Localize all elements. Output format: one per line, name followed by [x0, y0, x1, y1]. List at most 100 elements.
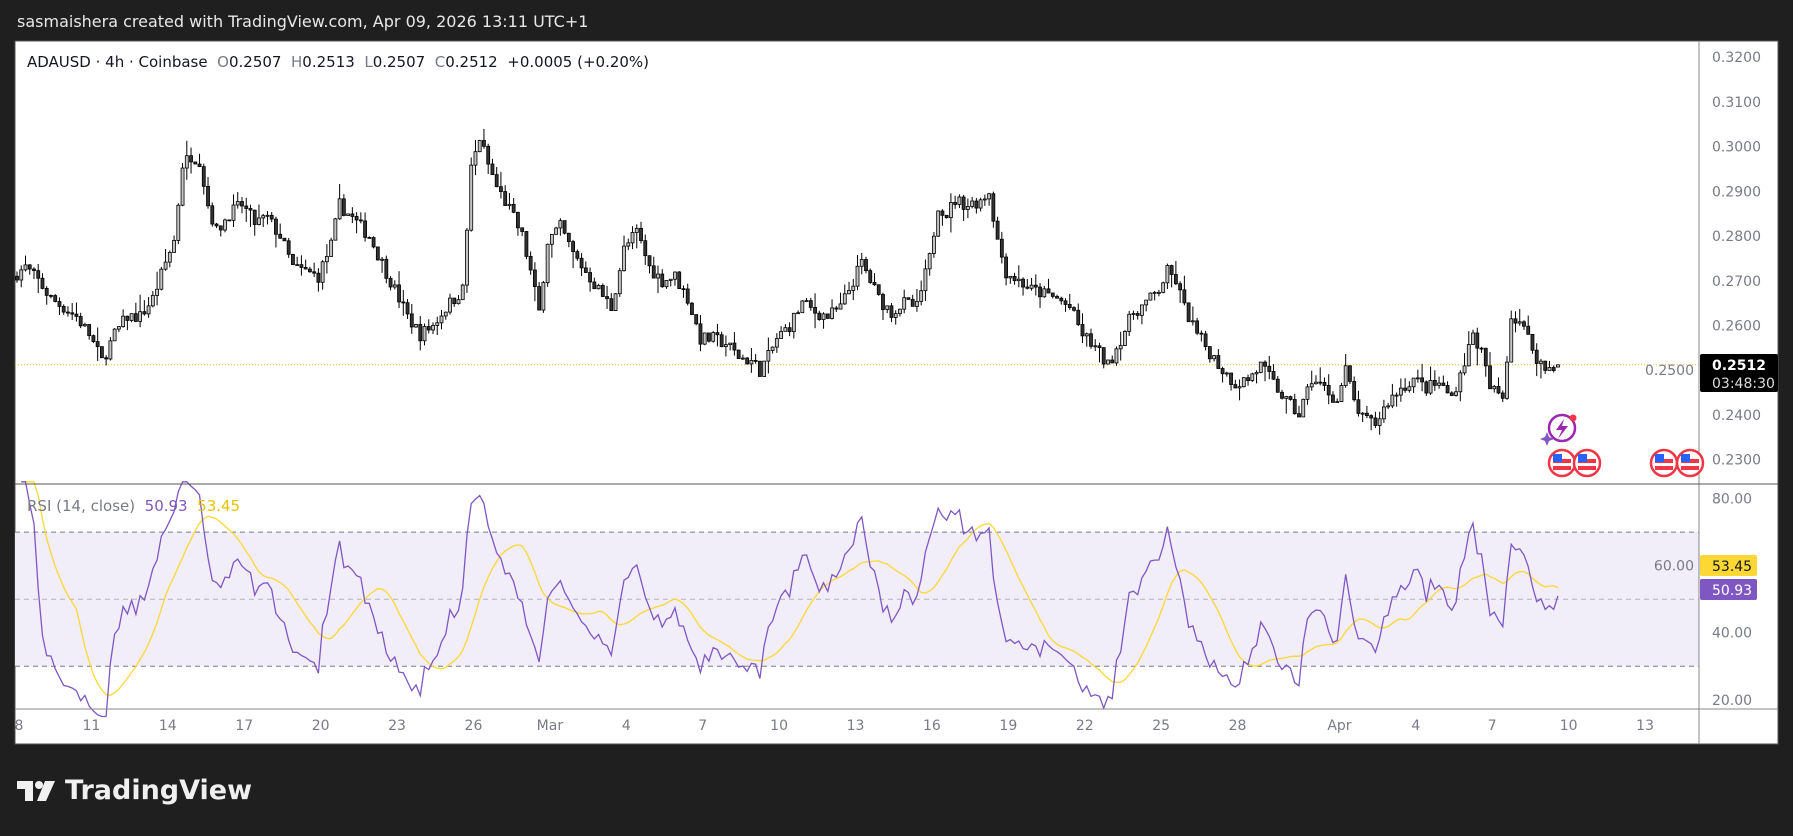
time-tick-label: 28	[1229, 718, 1247, 734]
candle-body-up	[1029, 284, 1034, 289]
candle	[70, 302, 75, 320]
candle-body-down	[719, 334, 724, 347]
rsi-line	[21, 481, 1559, 718]
candle	[392, 280, 397, 290]
candle	[431, 322, 435, 335]
candle-body-down	[1233, 384, 1238, 389]
candle	[1373, 411, 1378, 429]
candle	[532, 262, 537, 302]
candle	[1123, 330, 1127, 347]
candle	[303, 259, 308, 270]
candle	[596, 283, 601, 290]
candle	[588, 267, 592, 292]
candle	[1377, 411, 1382, 435]
candle	[1178, 281, 1183, 303]
candle	[511, 197, 516, 214]
candle	[1500, 390, 1505, 403]
candle-body-up	[1042, 288, 1047, 298]
candle-body-down	[881, 294, 885, 310]
candle	[486, 143, 491, 174]
candle	[240, 197, 244, 214]
candle-body-up	[630, 232, 635, 244]
candle-body-up	[545, 243, 550, 284]
us-flag-event-icon[interactable]	[1572, 448, 1602, 478]
flag-canton	[1681, 454, 1690, 462]
candle-body-down	[1055, 295, 1059, 299]
candle	[1118, 331, 1123, 361]
candle-body-down	[1322, 381, 1327, 386]
candle	[388, 276, 393, 291]
candle	[613, 293, 618, 312]
candle	[1488, 352, 1492, 390]
candle	[953, 195, 958, 209]
candle-body-up	[23, 264, 28, 271]
candle-body-up	[163, 261, 168, 270]
candle	[1114, 346, 1119, 366]
candle-body-down	[889, 305, 894, 318]
candle-body-up	[673, 271, 677, 280]
candle-body-up	[1509, 318, 1514, 363]
candle-body-down	[248, 208, 253, 211]
candle	[927, 252, 932, 276]
us-flag-event-icon[interactable]	[1547, 448, 1577, 478]
candle-body-down	[1216, 355, 1221, 369]
candle	[197, 153, 202, 168]
tradingview-logo[interactable]: TradingView	[17, 775, 252, 806]
candle-body-up	[1517, 321, 1522, 324]
candle-body-down	[104, 357, 109, 360]
candle-body-down	[1246, 377, 1250, 381]
candle	[690, 301, 694, 316]
candle-body-down	[1318, 381, 1323, 384]
candle	[1445, 381, 1450, 394]
price-tick-label: 0.3100	[1712, 95, 1761, 111]
candle	[999, 231, 1004, 264]
candle-body-up	[1254, 372, 1259, 375]
rsi-title[interactable]: RSI (14, close)	[27, 497, 136, 515]
candle-body-down	[49, 294, 53, 297]
time-tick-label: 22	[1076, 718, 1094, 734]
candle-body-down	[753, 359, 758, 362]
candle-body-down	[316, 272, 321, 283]
candle-body-down	[53, 295, 58, 302]
candle	[1106, 359, 1110, 365]
candle	[189, 147, 193, 174]
candle	[932, 231, 936, 258]
candle	[163, 249, 168, 271]
candle-body-down	[1135, 313, 1140, 316]
candle-body-down	[87, 324, 92, 337]
candle-body-up	[923, 268, 928, 292]
candle-body-up	[116, 326, 121, 330]
candle	[469, 157, 474, 232]
candle	[787, 322, 792, 337]
candle-body-down	[452, 297, 457, 305]
candle-body-down	[299, 264, 304, 268]
candle	[859, 252, 864, 275]
symbol-info[interactable]: ADAUSD · 4h · Coinbase	[27, 53, 208, 71]
candle-body-up	[1190, 320, 1195, 323]
candle-body-up	[893, 313, 898, 318]
us-flag-event-icon[interactable]	[1649, 448, 1679, 478]
time-tick-label: Mar	[537, 718, 564, 734]
candle-body-down	[286, 240, 291, 255]
candle-body-down	[906, 297, 911, 300]
us-flag-event-icon[interactable]	[1675, 448, 1705, 478]
candle	[1220, 366, 1225, 383]
candle-body-up	[838, 303, 843, 310]
candle-body-down	[100, 346, 104, 359]
candle-body-down	[864, 259, 868, 272]
candle-body-up	[774, 338, 779, 348]
candle-body-up	[223, 219, 227, 231]
low-value: 0.2507	[372, 53, 426, 71]
candle-body-up	[172, 240, 176, 253]
candle	[1398, 378, 1403, 402]
lightning-event-icon[interactable]	[1540, 413, 1577, 447]
candle-body-down	[384, 258, 389, 279]
candle	[1420, 363, 1424, 392]
candle	[1237, 379, 1242, 401]
candle	[575, 249, 580, 261]
candle-body-down	[15, 275, 19, 281]
candle	[1415, 369, 1420, 383]
candle	[1216, 349, 1221, 369]
candle	[558, 218, 563, 236]
